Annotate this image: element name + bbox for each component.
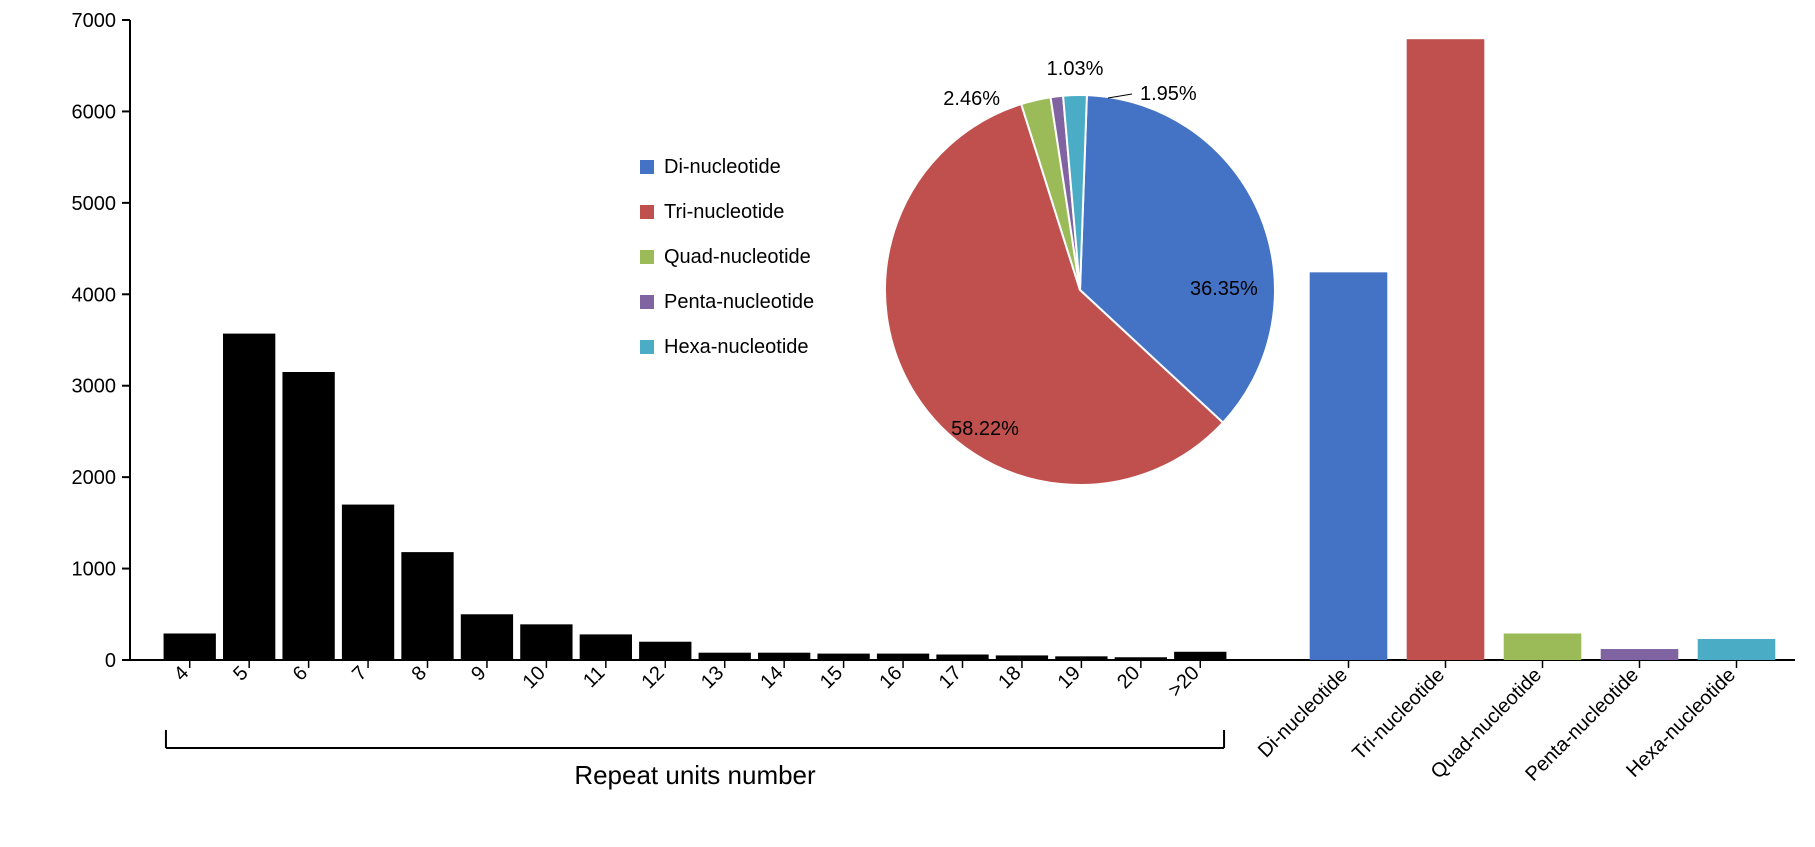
right-bar xyxy=(1601,649,1679,660)
right-bar-xlabel: Di-nucleotide xyxy=(1254,664,1352,762)
left-bar-xlabel: 11 xyxy=(579,662,609,692)
left-bar xyxy=(401,552,453,660)
left-bar xyxy=(699,653,751,660)
left-bar xyxy=(461,614,513,660)
left-bar xyxy=(996,655,1048,660)
y-tick-label: 5000 xyxy=(72,193,117,215)
y-tick-label: 6000 xyxy=(72,101,117,123)
pie-pct-label: 1.03% xyxy=(1047,58,1104,80)
left-bar-xlabel: 18 xyxy=(994,662,1025,693)
right-bar xyxy=(1504,633,1582,660)
y-tick-label: 1000 xyxy=(72,559,117,581)
y-tick-label: 4000 xyxy=(72,284,117,306)
right-bar xyxy=(1310,272,1388,660)
left-bar-xlabel: 17 xyxy=(935,662,966,693)
legend-swatch xyxy=(640,340,654,354)
left-bar xyxy=(580,634,632,660)
pie-pct-label: 36.35% xyxy=(1190,278,1258,300)
left-bar-xlabel: 15 xyxy=(816,662,847,693)
legend-label: Quad-nucleotide xyxy=(664,246,811,268)
left-bar xyxy=(282,372,334,660)
pie-pct-label: 58.22% xyxy=(951,418,1019,440)
y-tick-label: 0 xyxy=(105,650,116,672)
left-bar xyxy=(936,655,988,660)
legend-swatch xyxy=(640,205,654,219)
legend-swatch xyxy=(640,160,654,174)
legend-label: Tri-nucleotide xyxy=(664,201,784,223)
legend-swatch xyxy=(640,295,654,309)
left-bar xyxy=(1055,656,1107,660)
left-bar xyxy=(758,653,810,660)
left-bar-xlabel: >20 xyxy=(1164,662,1204,702)
legend-label: Hexa-nucleotide xyxy=(664,336,809,358)
y-tick-label: 7000 xyxy=(72,10,117,32)
legend-swatch xyxy=(640,250,654,264)
left-bar-xlabel: 14 xyxy=(756,662,787,693)
right-bar xyxy=(1407,39,1485,660)
legend-label: Di-nucleotide xyxy=(664,156,781,178)
left-bar xyxy=(1115,657,1167,660)
left-bar xyxy=(877,654,929,660)
left-bar-xlabel: 12 xyxy=(638,662,669,693)
pie-pct-label: 1.95% xyxy=(1140,83,1197,105)
left-bar-xlabel: 16 xyxy=(875,662,906,693)
y-tick-label: 2000 xyxy=(72,467,117,489)
left-bar xyxy=(164,633,216,660)
left-bar-xlabel: 20 xyxy=(1113,662,1144,693)
pie-pct-label: 2.46% xyxy=(943,88,1000,110)
xaxis-title: Repeat units number xyxy=(574,760,816,790)
y-tick-label: 3000 xyxy=(72,376,117,398)
chart-container: 0100020003000400050006000700045678910111… xyxy=(0,0,1815,847)
left-bar-xlabel: 10 xyxy=(519,662,550,693)
left-bar xyxy=(817,654,869,660)
left-bar xyxy=(342,505,394,660)
chart-svg: 0100020003000400050006000700045678910111… xyxy=(0,0,1815,847)
left-bar xyxy=(639,642,691,660)
left-bar-xlabel: 19 xyxy=(1054,662,1085,693)
left-bar xyxy=(520,624,572,660)
left-bar xyxy=(1174,652,1226,660)
legend-label: Penta-nucleotide xyxy=(664,291,814,313)
right-bar-xlabel: Tri-nucleotide xyxy=(1348,664,1449,765)
left-bar-xlabel: 13 xyxy=(697,662,728,693)
right-bar xyxy=(1698,639,1776,660)
left-bar xyxy=(223,334,275,660)
